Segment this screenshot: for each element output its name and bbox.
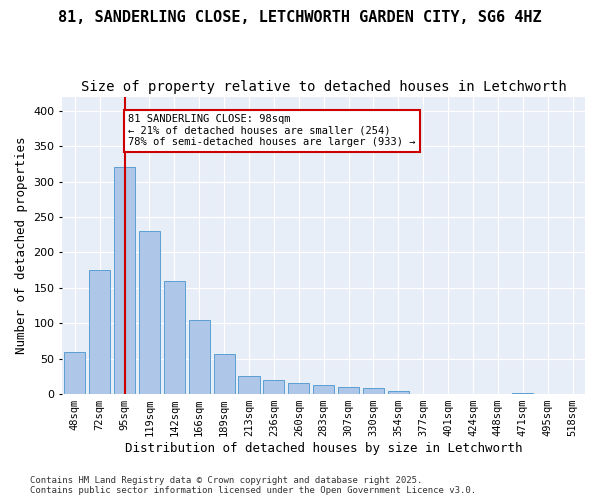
- Bar: [313, 385, 334, 394]
- Title: Size of property relative to detached houses in Letchworth: Size of property relative to detached ho…: [81, 80, 566, 94]
- Bar: [214, 354, 235, 394]
- Bar: [64, 352, 85, 394]
- Bar: [114, 168, 135, 394]
- Bar: [139, 231, 160, 394]
- Bar: [363, 388, 384, 394]
- Text: 81, SANDERLING CLOSE, LETCHWORTH GARDEN CITY, SG6 4HZ: 81, SANDERLING CLOSE, LETCHWORTH GARDEN …: [58, 10, 542, 25]
- Bar: [512, 392, 533, 394]
- Bar: [338, 387, 359, 394]
- Bar: [288, 384, 310, 394]
- Bar: [188, 320, 210, 394]
- Bar: [238, 376, 260, 394]
- X-axis label: Distribution of detached houses by size in Letchworth: Distribution of detached houses by size …: [125, 442, 523, 455]
- Text: Contains HM Land Registry data © Crown copyright and database right 2025.
Contai: Contains HM Land Registry data © Crown c…: [30, 476, 476, 495]
- Bar: [263, 380, 284, 394]
- Bar: [89, 270, 110, 394]
- Bar: [388, 390, 409, 394]
- Text: 81 SANDERLING CLOSE: 98sqm
← 21% of detached houses are smaller (254)
78% of sem: 81 SANDERLING CLOSE: 98sqm ← 21% of deta…: [128, 114, 416, 148]
- Bar: [164, 280, 185, 394]
- Y-axis label: Number of detached properties: Number of detached properties: [15, 136, 28, 354]
